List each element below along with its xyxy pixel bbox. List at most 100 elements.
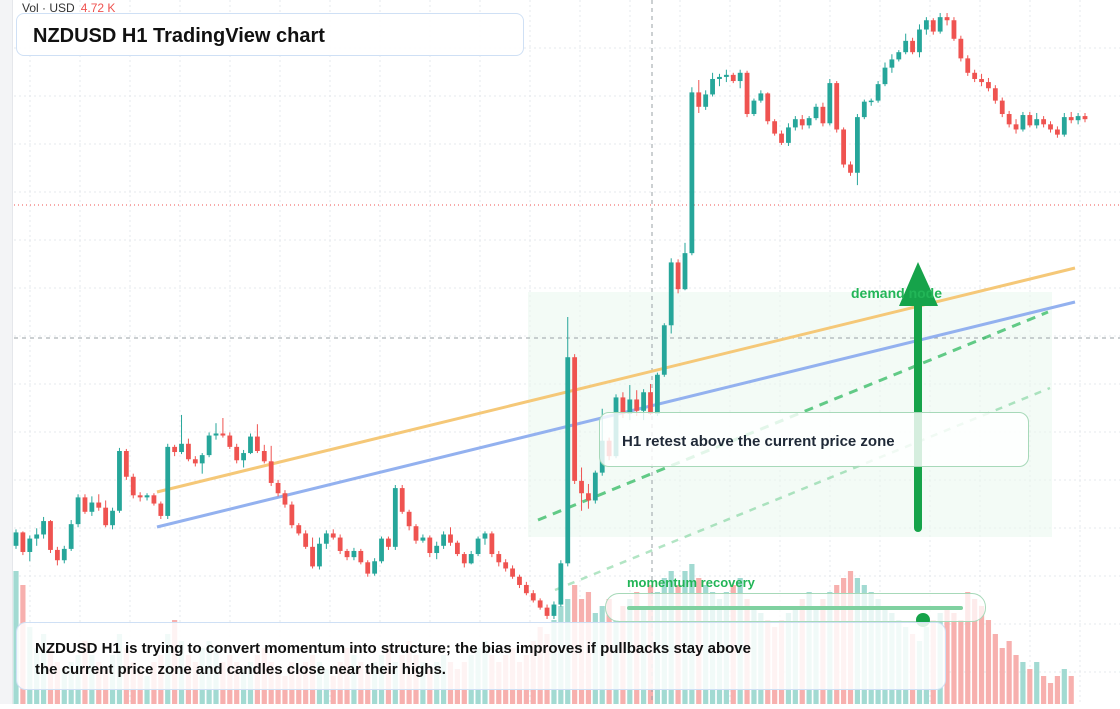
candle [289,501,295,529]
volume-legend-value: 4.72 K [80,1,116,15]
candle-body [806,118,812,126]
candle-body [558,563,564,605]
candle-body [482,533,488,539]
candle-body [199,455,205,464]
candle-body [103,507,109,526]
candle-body [648,392,653,414]
candle-body [82,497,88,512]
candle-body [413,526,419,541]
candle-body [317,543,322,567]
volume-bar [1068,676,1074,704]
volume-bar [1061,669,1067,704]
candle [392,485,398,550]
candle [192,456,198,467]
candle-body [923,20,929,30]
candle [992,85,998,104]
candle [27,535,33,562]
candle [48,520,53,554]
candle-body [475,538,481,555]
summary-text: NZDUSD H1 is trying to convert momentum … [35,640,751,678]
candle [110,507,115,530]
candle [103,500,109,528]
volume-bar [1034,662,1040,704]
candle [96,494,102,511]
candle [468,550,474,565]
candle-body [151,495,157,504]
candle [330,529,336,540]
candle-body [675,262,681,290]
candle-body [930,20,936,32]
candle [551,601,557,619]
retest-callout: H1 retest above the current price zone [599,412,1029,467]
candle [420,534,426,543]
candle [779,130,784,145]
candle [799,115,805,130]
momentum-slider-track[interactable] [627,606,963,627]
candle [310,537,315,569]
candle-body [703,94,709,107]
candle-body [627,399,633,414]
candle-body [910,40,915,53]
candle-body [365,562,371,574]
candle-body [682,253,688,290]
volume-bar [1027,669,1033,704]
candle [130,473,136,499]
candle [1055,126,1060,138]
candle-body [227,435,233,447]
candle [710,72,715,97]
candle-body [399,488,405,512]
candle-body [786,127,791,143]
candle [896,50,902,62]
volume-bar [282,676,288,704]
candle-body [282,493,288,505]
candle-body [827,83,833,124]
candle-body [323,533,329,544]
momentum-slider[interactable] [605,593,986,627]
candle [206,432,212,458]
candle [503,559,509,572]
candle [792,116,798,131]
candle-body [1006,114,1012,125]
candle [475,536,481,557]
candle-body [420,537,426,541]
candle [351,547,357,561]
candle-body [158,503,164,516]
volume-bar [1006,641,1012,704]
candle [999,97,1005,118]
candle [254,424,260,454]
candle [151,493,157,506]
volume-bar [1054,676,1061,704]
candle-body [944,17,950,21]
candle-body [1048,124,1053,130]
candle [365,560,371,577]
candle [744,70,750,118]
candle [634,390,640,416]
candle [861,99,867,120]
volume-bar [992,634,998,704]
candle-body [1068,117,1074,121]
candle-body [392,488,398,547]
candle [951,17,957,41]
summary-box: NZDUSD H1 is trying to convert momentum … [16,622,946,690]
candle-body [489,533,495,555]
candle [358,548,364,565]
candle [303,530,309,549]
candle [82,494,88,514]
candle [248,433,253,455]
volume-bar [144,676,150,704]
candle [427,535,433,558]
candle [144,493,150,501]
candle [179,414,184,455]
candle-body [1061,117,1067,135]
candle-body [917,29,922,53]
candle [696,80,702,113]
candle [903,33,909,55]
candle-body [620,397,626,414]
candle [1020,111,1026,132]
candle [344,548,350,561]
candle-body [1020,115,1026,130]
candle [537,598,543,610]
candle [68,520,74,551]
candle-body [999,100,1005,115]
